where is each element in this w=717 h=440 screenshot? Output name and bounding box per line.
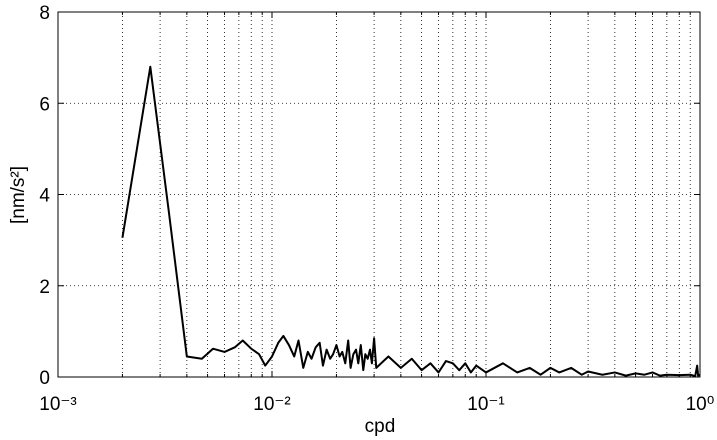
x-axis-label: cpd bbox=[365, 416, 396, 437]
x-tick-label: 10⁻² bbox=[253, 394, 291, 415]
x-tick-label: 10⁻³ bbox=[39, 394, 77, 415]
y-tick-label: 0 bbox=[39, 368, 50, 389]
y-tick-label: 6 bbox=[39, 94, 50, 115]
data-line bbox=[121, 65, 701, 378]
plot-frame bbox=[57, 11, 701, 378]
y-tick-label: 2 bbox=[39, 277, 50, 298]
y-axis-label: [nm/s²] bbox=[8, 166, 29, 224]
y-tick-label: 8 bbox=[39, 3, 50, 24]
x-tick-label: 10⁰ bbox=[686, 394, 715, 415]
y-tick-label: 4 bbox=[39, 186, 50, 207]
x-tick-label: 10⁻¹ bbox=[467, 394, 505, 415]
